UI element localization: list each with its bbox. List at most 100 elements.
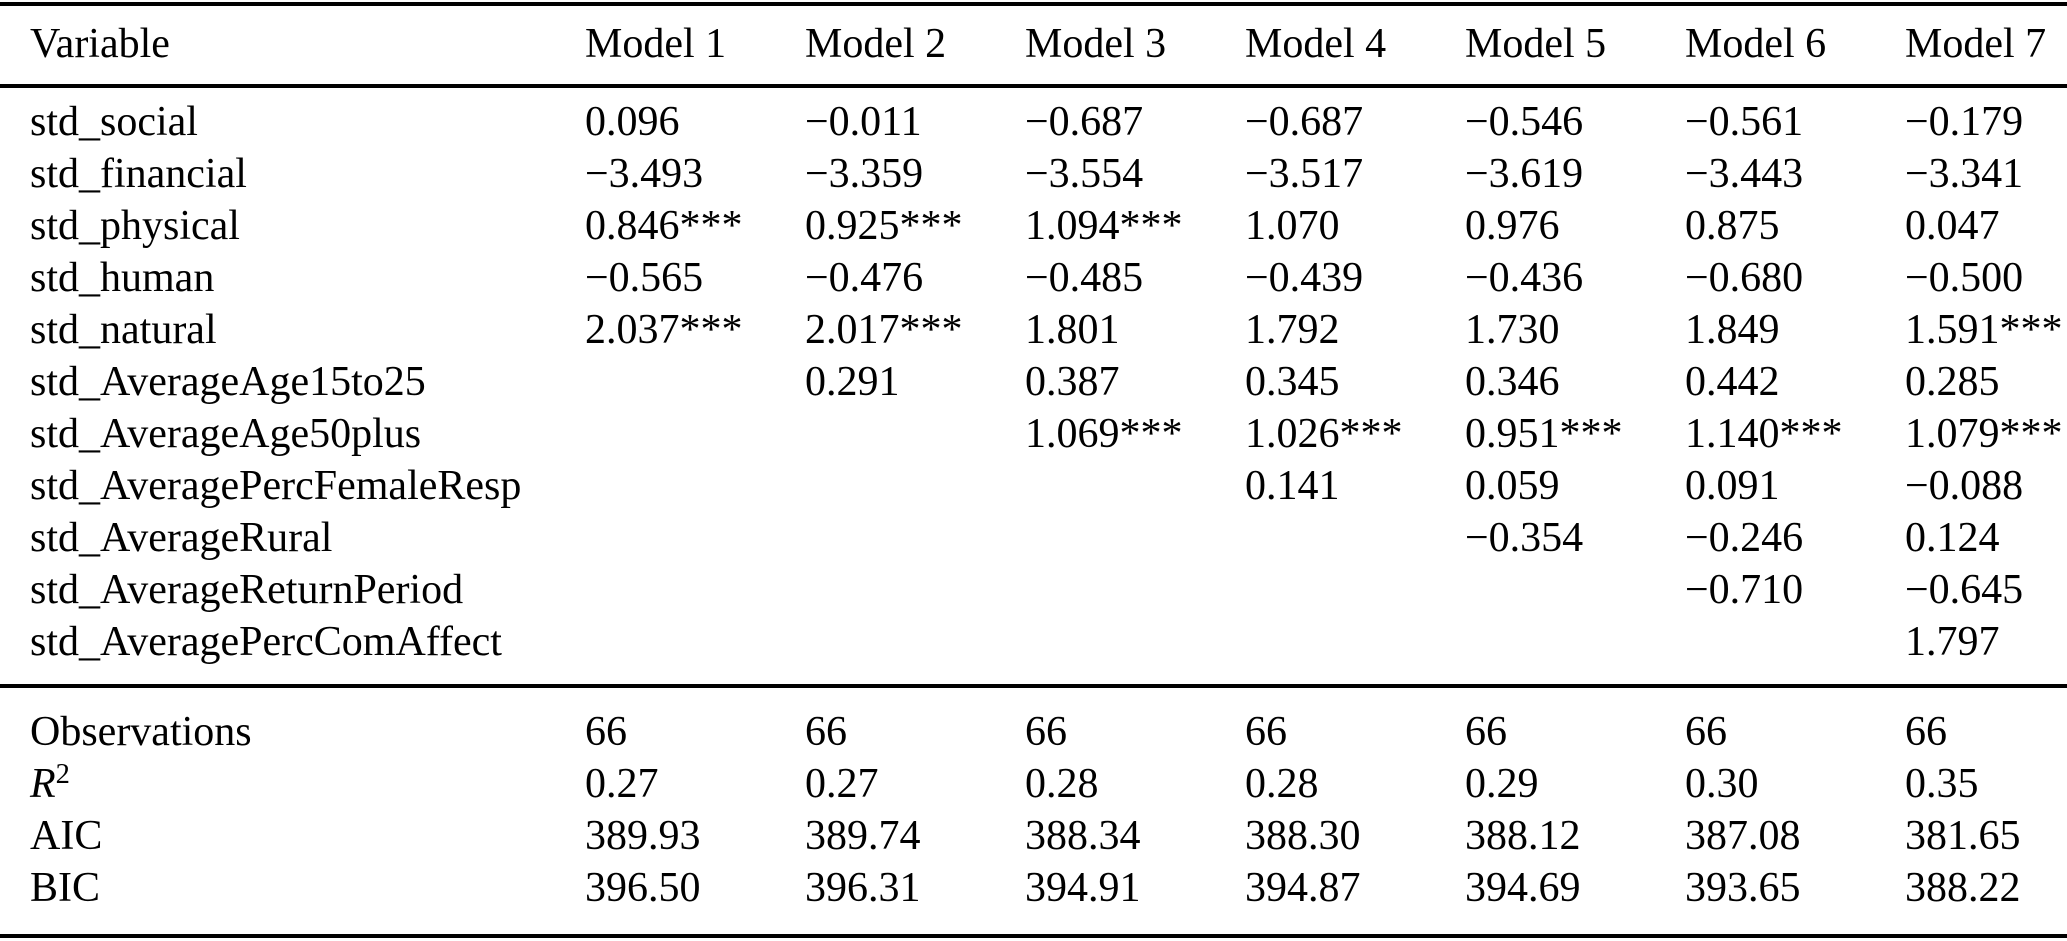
coefficient-value: −0.645 xyxy=(1905,567,2024,613)
coefficient-value: −0.500 xyxy=(1905,255,2024,301)
coefficient-value xyxy=(1245,616,1465,686)
coefficient-value xyxy=(1465,564,1685,616)
row-label-text: std_AverageAge50plus xyxy=(30,411,422,457)
coefficient-row: std_AveragePercFemaleResp 0.141 0.059 0.091… xyxy=(0,460,2067,512)
coefficient-value: −0.687 xyxy=(1025,99,1144,145)
statistic-name-label: AIC xyxy=(0,810,585,862)
statistic-value: 394.91 xyxy=(1025,865,1141,911)
statistic-value: 66 xyxy=(805,709,847,755)
coefficient-value: 0.846*** xyxy=(585,203,743,249)
statistic-value: 388.22 xyxy=(1905,865,2021,911)
variable-name-label: std_AveragePercComAffect xyxy=(0,616,585,686)
coefficient-row: std_natural 2.037*** 2.017*** 1.801 1.792 1.7… xyxy=(0,304,2067,356)
coefficient-value: 1.801 xyxy=(1025,307,1120,353)
statistic-value: 388.12 xyxy=(1465,813,1581,859)
statistic-value: 66 xyxy=(1025,709,1067,755)
coefficient-value xyxy=(585,564,805,616)
coefficient-value: 2.017*** xyxy=(805,307,963,353)
variable-name-label: std_AverageAge50plus xyxy=(0,408,585,460)
coefficient-value: 1.792 xyxy=(1245,307,1340,353)
row-label-text: std_AveragePercComAffect xyxy=(30,619,502,665)
model-column-header: Model 3 xyxy=(1025,21,1167,67)
row-label-text: Observations xyxy=(30,709,252,755)
coefficient-row: std_AverageAge50plus 1.069*** 1.026*** 0.95… xyxy=(0,408,2067,460)
row-label-text: std_AverageRural xyxy=(30,515,333,561)
coefficient-value: −0.710 xyxy=(1685,567,1804,613)
coefficient-value: −0.561 xyxy=(1685,99,1804,145)
statistic-value: 394.87 xyxy=(1245,865,1361,911)
row-label-text: std_financial xyxy=(30,151,247,197)
coefficient-value xyxy=(805,512,1025,564)
statistic-value: 66 xyxy=(1465,709,1507,755)
variable-name-label: std_social xyxy=(0,86,585,148)
coefficient-value: 0.285 xyxy=(1905,359,2000,405)
coefficient-value xyxy=(1025,564,1245,616)
coefficient-value: −3.359 xyxy=(805,151,924,197)
coefficient-value: 1.070 xyxy=(1245,203,1340,249)
coefficient-value xyxy=(1245,564,1465,616)
statistic-value: 0.27 xyxy=(585,761,659,807)
coefficient-value: −3.619 xyxy=(1465,151,1584,197)
coefficient-value: −0.354 xyxy=(1465,515,1584,561)
statistic-value: 0.30 xyxy=(1685,761,1759,807)
coefficient-row: std_physical 0.846*** 0.925*** 1.094*** 1.07… xyxy=(0,200,2067,252)
coefficient-value: 1.730 xyxy=(1465,307,1560,353)
coefficient-value: 1.026*** xyxy=(1245,411,1403,457)
coefficient-value: 1.797 xyxy=(1905,619,2000,665)
coefficient-value: 1.591*** xyxy=(1905,307,2063,353)
variable-name-label: std_AveragePercFemaleResp xyxy=(0,460,585,512)
statistic-value: 0.27 xyxy=(805,761,879,807)
coefficient-value xyxy=(585,616,805,686)
statistic-value: 0.35 xyxy=(1905,761,1979,807)
row-label-text: std_AveragePercFemaleResp xyxy=(30,463,522,509)
row-label-text: std_natural xyxy=(30,307,217,353)
coefficient-row: std_human −0.565 −0.476 −0.485 −0.439 −0.436 −… xyxy=(0,252,2067,304)
statistic-row: BIC 396.50 396.31 394.91 394.87 394.69 393.65 3… xyxy=(0,862,2067,936)
variable-name-label: std_AverageAge15to25 xyxy=(0,356,585,408)
coefficient-row: std_AverageRural −0.354 −0.246 0.124 xyxy=(0,512,2067,564)
table-header: Variable Model 1 Model 2 Model 3 Model 4 Mode… xyxy=(0,4,2067,86)
statistic-value: 387.08 xyxy=(1685,813,1801,859)
coefficient-value xyxy=(585,460,805,512)
coefficient-value: 0.925*** xyxy=(805,203,963,249)
statistic-value: 389.74 xyxy=(805,813,921,859)
coefficient-value: −0.687 xyxy=(1245,99,1364,145)
header-row: Variable Model 1 Model 2 Model 3 Model 4 Mode… xyxy=(0,4,2067,86)
statistic-value: 388.34 xyxy=(1025,813,1141,859)
coefficient-value: 0.141 xyxy=(1245,463,1340,509)
coefficient-value: −0.246 xyxy=(1685,515,1804,561)
coefficient-value xyxy=(585,408,805,460)
statistic-row: R2 0.27 0.27 0.28 0.28 0.29 0.30 0.35 xyxy=(0,758,2067,810)
coefficient-value xyxy=(1025,512,1245,564)
coefficient-value xyxy=(1245,512,1465,564)
row-label-superscript: 2 xyxy=(55,759,70,790)
statistic-value: 0.28 xyxy=(1245,761,1319,807)
variable-name-label: std_AverageRural xyxy=(0,512,585,564)
coefficient-value: 0.059 xyxy=(1465,463,1560,509)
coefficient-value: 1.079*** xyxy=(1905,411,2063,457)
coefficients-section: std_social 0.096 −0.011 −0.687 −0.687 −0.546 −… xyxy=(0,86,2067,686)
statistic-row: AIC 389.93 389.74 388.34 388.30 388.12 387.08 3… xyxy=(0,810,2067,862)
statistic-value: 0.29 xyxy=(1465,761,1539,807)
coefficient-value: −0.011 xyxy=(805,99,922,145)
coefficient-value: −0.088 xyxy=(1905,463,2024,509)
coefficient-value xyxy=(1025,460,1245,512)
variable-name-label: std_physical xyxy=(0,200,585,252)
coefficient-value xyxy=(1685,616,1905,686)
variable-name-label: std_human xyxy=(0,252,585,304)
model-column-header: Model 6 xyxy=(1685,21,1827,67)
coefficient-row: std_AveragePercComAffect 1.797 xyxy=(0,616,2067,686)
model-column-header: Model 5 xyxy=(1465,21,1607,67)
variable-name-label: std_financial xyxy=(0,148,585,200)
fit-statistics-section: Observations 66 66 66 66 66 66 66 R2 0.27 0.27 0.28… xyxy=(0,686,2067,936)
row-label-text: R xyxy=(30,761,56,807)
coefficient-value: −3.493 xyxy=(585,151,704,197)
statistic-value: 393.65 xyxy=(1685,865,1801,911)
coefficient-value: −3.341 xyxy=(1905,151,2024,197)
variable-column-header: Variable xyxy=(30,21,170,67)
row-label-text: std_physical xyxy=(30,203,240,249)
coefficient-value: −0.680 xyxy=(1685,255,1804,301)
coefficient-value: 0.345 xyxy=(1245,359,1340,405)
